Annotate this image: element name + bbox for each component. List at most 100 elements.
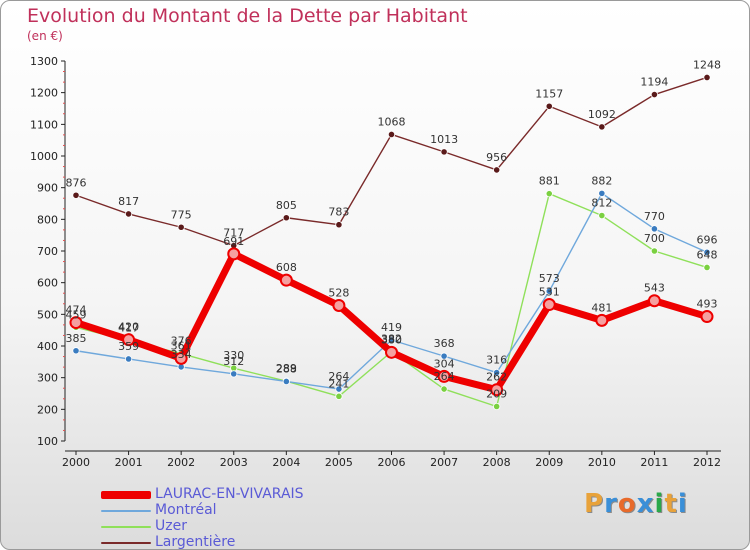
data-label: 419: [381, 321, 402, 334]
data-point: [124, 210, 133, 218]
data-label: 783: [328, 206, 349, 219]
data-point: [282, 377, 290, 386]
data-point: [335, 385, 343, 393]
data-label: 1157: [535, 87, 563, 100]
data-point: [69, 316, 83, 330]
data-point: [542, 298, 556, 312]
data-point: [282, 214, 290, 222]
data-label: 481: [591, 301, 612, 314]
y-tick-label: 1000: [30, 150, 58, 163]
x-tick-label: 2007: [430, 456, 458, 469]
data-label: 385: [66, 332, 87, 345]
data-point: [703, 263, 711, 272]
data-label: 241: [328, 377, 349, 390]
series-line-1: [75, 192, 708, 408]
data-point: [650, 225, 659, 233]
data-label: 361: [171, 339, 192, 352]
data-label: 304: [434, 357, 455, 370]
data-label: 812: [591, 197, 612, 210]
data-point: [332, 298, 346, 312]
legend-swatch-largentiere: [101, 542, 151, 544]
logo-letter: i: [677, 489, 688, 519]
y-tick-label: 600: [37, 277, 58, 290]
data-label: 316: [486, 354, 507, 367]
data-label: 1092: [588, 108, 616, 121]
x-tick-label: 2010: [588, 456, 616, 469]
data-label: 417: [118, 322, 139, 335]
data-point: [545, 287, 553, 295]
data-label: 264: [328, 370, 349, 383]
x-tick-label: 2006: [378, 456, 406, 469]
data-label: 528: [328, 286, 349, 299]
logo-letter: x: [636, 489, 655, 519]
legend-swatch-montreal: [101, 510, 151, 512]
data-point: [72, 191, 80, 199]
data-label: 700: [644, 232, 665, 245]
data-point: [598, 211, 606, 220]
data-label: 882: [591, 174, 612, 187]
y-tick-label: 200: [37, 403, 58, 416]
legend-label-uzer: Uzer: [155, 518, 187, 534]
data-point: [598, 123, 606, 131]
legend-label-largentiere: Largentière: [155, 534, 236, 550]
x-tick-label: 2001: [115, 456, 143, 469]
logo-letter: P: [584, 489, 605, 519]
data-label: 775: [171, 208, 192, 221]
logo-letter: t: [664, 489, 678, 519]
y-tick-label: 400: [37, 340, 58, 353]
data-label: 696: [697, 233, 718, 246]
data-label: 493: [697, 298, 718, 311]
data-point: [72, 347, 80, 355]
data-label: 264: [434, 370, 455, 383]
axes: 100 200 300 400 500 600 700 800 900 1000 1100 1200 1…: [30, 55, 721, 469]
data-label: 573: [539, 272, 560, 285]
data-label: 474: [66, 304, 87, 317]
data-point: [598, 189, 606, 197]
series-lines: [69, 73, 714, 411]
data-point: [703, 73, 711, 82]
data-point: [647, 294, 661, 308]
data-label: 382: [381, 333, 402, 346]
logo-letter: i: [654, 489, 665, 519]
data-point: [335, 392, 343, 400]
data-label: 531: [539, 286, 560, 299]
data-point: [490, 383, 504, 397]
y-tick-label: 900: [37, 182, 58, 195]
data-point: [124, 355, 133, 363]
x-tick-label: 2005: [325, 456, 353, 469]
chart-title: Evolution du Montant de la Dette par Hab…: [27, 5, 468, 27]
x-tick-label: 2009: [535, 456, 563, 469]
data-label: 376: [171, 335, 192, 348]
data-point: [545, 102, 553, 110]
data-label: 1068: [378, 115, 406, 128]
data-point: [703, 248, 711, 256]
data-label: 608: [276, 261, 297, 274]
data-label: 876: [66, 176, 87, 189]
data-point: [387, 130, 396, 139]
x-tick-label: 2008: [483, 456, 511, 469]
logo-letter: r: [604, 489, 618, 519]
data-label: 334: [171, 348, 192, 361]
data-point: [595, 313, 609, 327]
data-labels: 876 817 775 717 805 783 1068 1013 956 1157 1092 119…: [66, 58, 722, 400]
data-label: 956: [486, 151, 507, 164]
legend-item-montreal: Montréal: [101, 502, 361, 519]
data-point: [335, 221, 343, 229]
data-point: [440, 352, 448, 360]
y-tick-label: 1100: [30, 118, 58, 131]
data-label: 1248: [693, 58, 721, 71]
data-point: [437, 369, 451, 383]
logo-letter: o: [617, 489, 637, 519]
data-label: 262: [486, 371, 507, 384]
y-tick-label: 100: [37, 435, 58, 448]
legend-item-largentiere: Largentière: [101, 534, 361, 550]
data-label: 648: [697, 248, 718, 261]
data-label: 312: [223, 355, 244, 368]
legend-swatch-uzer: [101, 526, 151, 528]
x-tick-label: 2000: [62, 456, 90, 469]
data-point: [493, 368, 501, 377]
y-tick-label: 700: [37, 245, 58, 258]
data-point: [122, 333, 136, 347]
